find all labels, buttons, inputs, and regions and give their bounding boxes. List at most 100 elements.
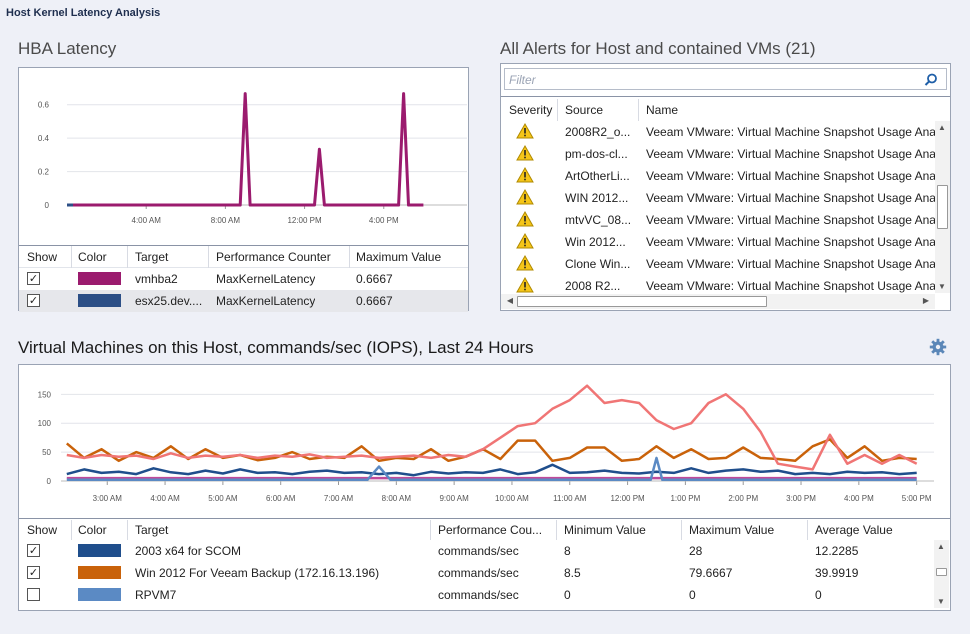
hba-table-row[interactable]: ✓ vmhba2 MaxKernelLatency 0.6667 — [19, 268, 468, 290]
alerts-hscroll-thumb[interactable] — [517, 296, 767, 307]
alert-row[interactable]: ArtOtherLi... Veeam VMware: Virtual Machi… — [501, 165, 935, 187]
alert-row[interactable]: pm-dos-cl... Veeam VMware: Virtual Machin… — [501, 143, 935, 165]
alert-row[interactable]: mtvVC_08... Veeam VMware: Virtual Machine… — [501, 209, 935, 231]
hba-table-row[interactable]: ✓ esx25.dev.... MaxKernelLatency 0.6667 — [19, 290, 468, 312]
vm-x-tick-label: 4:00 PM — [844, 494, 874, 503]
scroll-left-arrow[interactable]: ◀ — [506, 296, 514, 305]
warning-icon — [516, 167, 534, 183]
scroll-down-arrow[interactable]: ▼ — [938, 282, 946, 291]
vms-table-row[interactable]: ✓ Win 2012 For Veeam Backup (172.16.13.1… — [19, 562, 933, 584]
hba-row-1-color-swatch — [78, 294, 121, 307]
vms-row-2-min: 0 — [564, 588, 571, 602]
alert-name: Veeam VMware: Virtual Machine Snapshot U… — [646, 213, 935, 227]
hba-col-color[interactable]: Color — [78, 250, 107, 264]
vms-table-row[interactable]: RPVM7 commands/sec 0 0 0 — [19, 584, 933, 606]
vm-x-tick-label: 11:00 AM — [553, 494, 587, 503]
vms-col-color[interactable]: Color — [78, 523, 107, 537]
vm-y-tick-label: 50 — [42, 448, 51, 457]
scroll-down-arrow[interactable]: ▼ — [937, 597, 945, 606]
alerts-table-header: Severity Source Name — [501, 99, 950, 121]
hba-col-max[interactable]: Maximum Value — [356, 250, 442, 264]
alert-row[interactable]: Win 2012... Veeam VMware: Virtual Machine… — [501, 231, 935, 253]
hba-table: Show Color Target Performance Counter Ma… — [19, 246, 468, 312]
vms-col-min[interactable]: Minimum Value — [564, 523, 646, 537]
alert-row[interactable]: WIN 2012... Veeam VMware: Virtual Machine… — [501, 187, 935, 209]
hba-row-1-counter: MaxKernelLatency — [216, 294, 316, 308]
vm-iops-chart: 0 50 100 150 3:00 AM 4:00 AM 5:00 AM 6:00 AM 7:0… — [38, 384, 934, 503]
alerts-col-severity[interactable]: Severity — [509, 103, 553, 117]
hba-col-target[interactable]: Target — [135, 250, 169, 264]
warning-icon — [516, 277, 534, 293]
scroll-up-arrow[interactable]: ▲ — [937, 542, 945, 551]
vms-table-row[interactable]: ✓ 2003 x64 for SCOM commands/sec 8 28 12… — [19, 540, 933, 562]
search-icon[interactable] — [924, 73, 938, 87]
alert-source: 2008 R2... — [565, 279, 621, 293]
page-title: Host Kernel Latency Analysis — [6, 7, 161, 19]
vm-x-tick-label: 12:00 PM — [610, 494, 645, 503]
vm-x-tick-label: 1:00 PM — [670, 494, 700, 503]
vms-panel: 0 50 100 150 3:00 AM 4:00 AM 5:00 AM 6:00 AM 7:0… — [18, 364, 951, 611]
warning-icon — [516, 211, 534, 227]
hba-x-tick-label: 8:00 AM — [211, 216, 241, 225]
alert-name: Veeam VMware: Virtual Machine Snapshot U… — [646, 169, 935, 183]
alert-row[interactable]: 2008 R2... Veeam VMware: Virtual Machine … — [501, 275, 935, 293]
vms-col-max[interactable]: Maximum Value — [689, 523, 775, 537]
hba-row-0-color-swatch — [78, 272, 121, 285]
gear-icon[interactable] — [929, 338, 947, 356]
alert-name: Veeam VMware: Virtual Machine Snapshot U… — [646, 147, 935, 161]
alerts-horizontal-scrollbar[interactable]: ◀ ▶ — [501, 294, 935, 309]
vm-series-line-pink — [66, 384, 918, 471]
alert-name: Veeam VMware: Virtual Machine Snapshot U… — [646, 125, 935, 139]
alert-row[interactable]: 2008R2_o... Veeam VMware: Virtual Machine… — [501, 121, 935, 143]
vms-row-0-target: 2003 x64 for SCOM — [135, 544, 242, 558]
vms-col-show[interactable]: Show — [27, 523, 58, 537]
alert-name: Veeam VMware: Virtual Machine Snapshot U… — [646, 235, 935, 249]
alerts-panel: Filter Severity Source Name 2008R2_o... V… — [500, 63, 951, 311]
vms-col-avg[interactable]: Average Value — [815, 523, 893, 537]
vms-row-2-show-checkbox[interactable] — [27, 588, 40, 601]
vm-series-line-2003-x64-for-scom — [66, 463, 917, 477]
alert-source: Clone Win... — [565, 257, 631, 271]
vm-x-tick-label: 5:00 AM — [208, 494, 238, 503]
alert-source: Win 2012... — [565, 235, 626, 249]
vms-vertical-scrollbar[interactable]: ▲ ▼ — [934, 540, 949, 608]
vms-col-counter[interactable]: Performance Cou... — [438, 523, 543, 537]
hba-x-tick-label: 4:00 AM — [132, 216, 162, 225]
hba-col-show[interactable]: Show — [27, 250, 58, 264]
warning-icon — [516, 189, 534, 205]
vms-scroll-thumb[interactable] — [936, 568, 947, 576]
warning-icon — [516, 145, 534, 161]
vms-row-2-avg: 0 — [815, 588, 822, 602]
alerts-vertical-scrollbar[interactable]: ▲ ▼ — [935, 121, 950, 293]
scroll-right-arrow[interactable]: ▶ — [922, 296, 930, 305]
vm-x-tick-label: 8:00 AM — [382, 494, 412, 503]
vms-row-0-counter: commands/sec — [438, 544, 519, 558]
alerts-filter-input[interactable]: Filter — [504, 68, 947, 90]
hba-y-tick-label: 0 — [45, 201, 50, 210]
hba-y-tick-label: 0.4 — [38, 134, 50, 143]
vms-row-1-show-checkbox[interactable]: ✓ — [27, 566, 40, 579]
vms-row-0-color-swatch — [78, 544, 121, 557]
vm-x-tick-label: 7:00 AM — [324, 494, 354, 503]
alerts-col-name[interactable]: Name — [646, 103, 679, 117]
hba-section-title: HBA Latency — [18, 39, 117, 58]
hba-row-1-show-checkbox[interactable]: ✓ — [27, 294, 40, 307]
hba-col-counter[interactable]: Performance Counter — [216, 250, 331, 264]
alert-row[interactable]: Clone Win... Veeam VMware: Virtual Machin… — [501, 253, 935, 275]
vms-row-0-show-checkbox[interactable]: ✓ — [27, 544, 40, 557]
vms-row-1-max: 79.6667 — [689, 566, 733, 580]
alerts-scroll-thumb[interactable] — [937, 185, 948, 229]
hba-x-tick-label: 12:00 PM — [287, 216, 322, 225]
hba-row-0-show-checkbox[interactable]: ✓ — [27, 272, 40, 285]
vm-y-tick-label: 0 — [47, 477, 52, 486]
scroll-up-arrow[interactable]: ▲ — [938, 123, 946, 132]
vm-x-tick-label: 6:00 AM — [266, 494, 296, 503]
vms-row-0-avg: 12.2285 — [815, 544, 859, 558]
warning-icon — [516, 255, 534, 271]
vms-col-target[interactable]: Target — [135, 523, 169, 537]
vm-x-tick-label: 4:00 AM — [150, 494, 180, 503]
warning-icon — [516, 123, 534, 139]
warning-icon — [516, 233, 534, 249]
alerts-col-source[interactable]: Source — [565, 103, 604, 117]
hba-row-1-max: 0.6667 — [356, 294, 393, 308]
